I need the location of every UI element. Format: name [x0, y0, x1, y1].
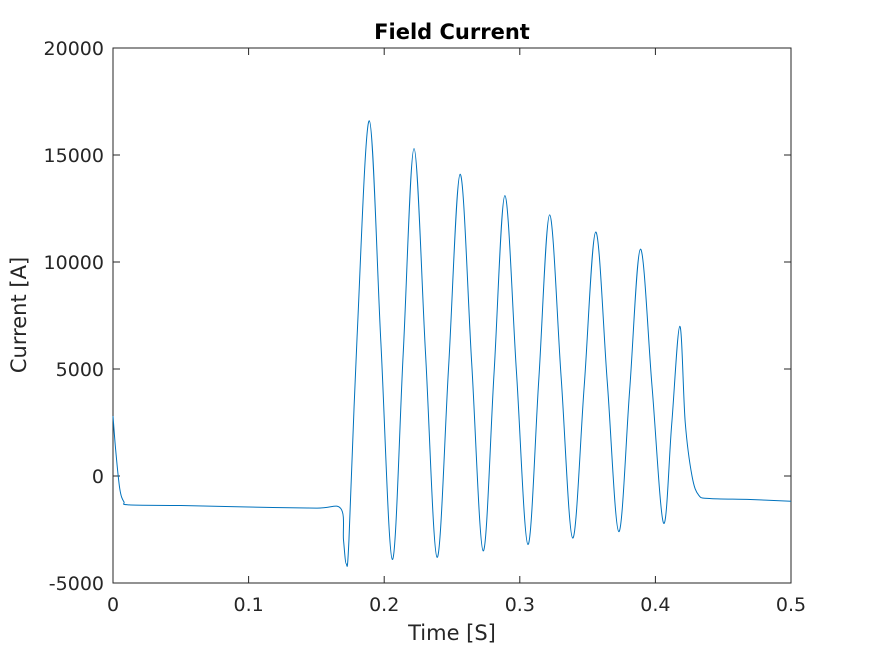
chart-title: Field Current — [374, 20, 530, 44]
y-tick-label: 5000 — [56, 359, 104, 381]
x-tick-label: 0.5 — [776, 594, 806, 616]
y-tick-label: 0 — [92, 466, 104, 488]
x-axis-label: Time [S] — [407, 621, 496, 645]
x-tick-label: 0.2 — [369, 594, 399, 616]
x-tick-label: 0 — [107, 594, 119, 616]
y-tick-label: 20000 — [44, 38, 104, 60]
x-tick-label: 0.1 — [233, 594, 263, 616]
x-tick-label: 0.4 — [640, 594, 670, 616]
x-tick-label: 0.3 — [505, 594, 535, 616]
y-tick-label: 10000 — [44, 252, 104, 274]
data-line — [112, 120, 792, 567]
y-axis-label: Current [A] — [7, 257, 31, 373]
y-tick-label: 15000 — [44, 145, 104, 167]
plot-box — [112, 47, 792, 584]
y-tick-label: -5000 — [49, 573, 104, 595]
